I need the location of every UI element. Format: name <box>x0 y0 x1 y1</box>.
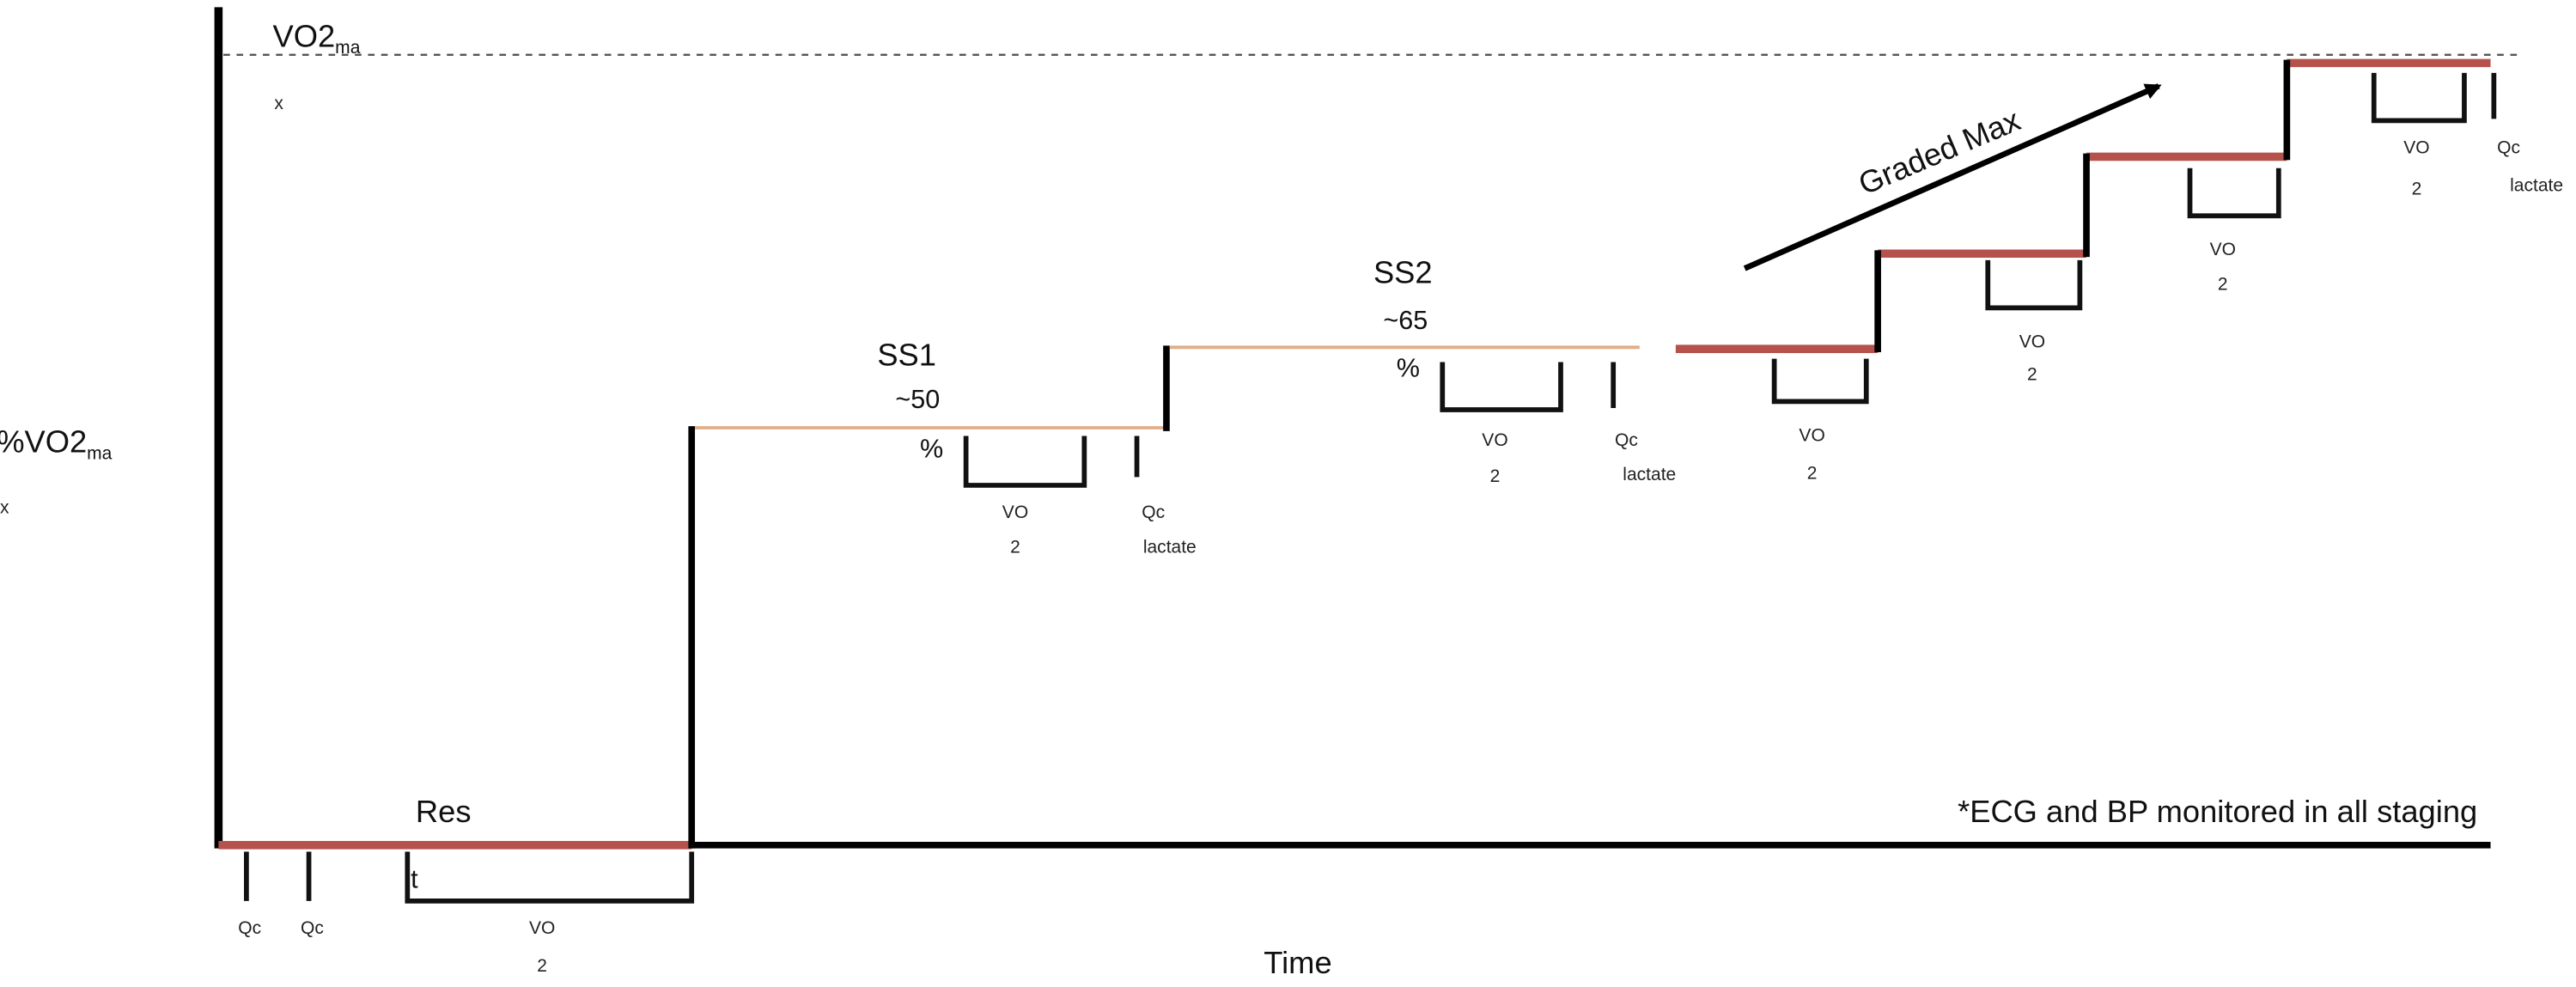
label-overflow: x <box>0 497 9 517</box>
bracket <box>1771 358 1869 405</box>
measurement: Qc <box>238 918 261 938</box>
measurement: VO <box>529 918 555 938</box>
measurement: VO <box>1799 425 1824 445</box>
label-text: %VO2 <box>0 424 87 460</box>
measurement: lactate <box>1143 537 1197 557</box>
measurement: VO <box>1482 430 1507 450</box>
measurement: 2 <box>1010 537 1020 557</box>
label-text: VO2 <box>272 18 335 53</box>
measurement: lactate <box>2510 176 2563 196</box>
measurement: 2 <box>1807 463 1818 483</box>
measurement: 2 <box>2027 365 2037 385</box>
tick <box>244 72 2497 901</box>
stage-label: SS1 <box>877 337 936 372</box>
measurement: lactate <box>1623 465 1676 484</box>
stage-intensity: ~50 <box>895 385 940 414</box>
measurement: Qc <box>1615 430 1638 450</box>
measurement-labels: Qc Qc VO 2 VO 2 Qc lactate VO 2 Qc lacta… <box>238 138 2563 976</box>
stage-label-overflow: t <box>411 865 418 894</box>
measurement: Qc <box>2497 138 2520 158</box>
bracket <box>963 436 1087 488</box>
bracket <box>1440 362 1563 412</box>
measurement: 2 <box>1490 466 1501 486</box>
measurement: VO <box>1002 503 1028 522</box>
stage-unit: % <box>1397 354 1420 383</box>
label-subscript: ma <box>335 38 361 58</box>
stage-intensity: ~65 <box>1383 306 1428 335</box>
bracket <box>1985 259 2083 311</box>
measurement: VO <box>2403 138 2429 158</box>
bracket <box>405 851 695 904</box>
stage-label: Graded Max <box>1854 102 2025 202</box>
label-subscript: ma <box>87 443 113 463</box>
label-overflow: x <box>274 94 283 113</box>
note: *ECG and BP monitored in all staging <box>1958 794 2477 829</box>
graded-steps <box>1874 59 2291 353</box>
measurement: 2 <box>2412 179 2422 198</box>
measurement: VO <box>2210 240 2236 259</box>
stage-label: Res <box>416 794 472 829</box>
stage-label: SS2 <box>1373 255 1433 290</box>
measurement: Qc <box>301 918 324 938</box>
measurement: VO <box>2019 332 2045 351</box>
bracket <box>2187 168 2281 219</box>
measurement: 2 <box>537 956 547 976</box>
arrow <box>1743 83 2162 271</box>
measurement: Qc <box>1142 503 1165 522</box>
max-label: VO2ma <box>272 18 360 58</box>
measurement: 2 <box>2218 274 2228 294</box>
stage-unit: % <box>920 434 943 463</box>
graded-stages <box>1675 58 2491 353</box>
bracket <box>2371 72 2467 124</box>
x-axis-label: Time <box>1264 945 1331 980</box>
y-axis-label: %VO2ma <box>0 424 113 464</box>
